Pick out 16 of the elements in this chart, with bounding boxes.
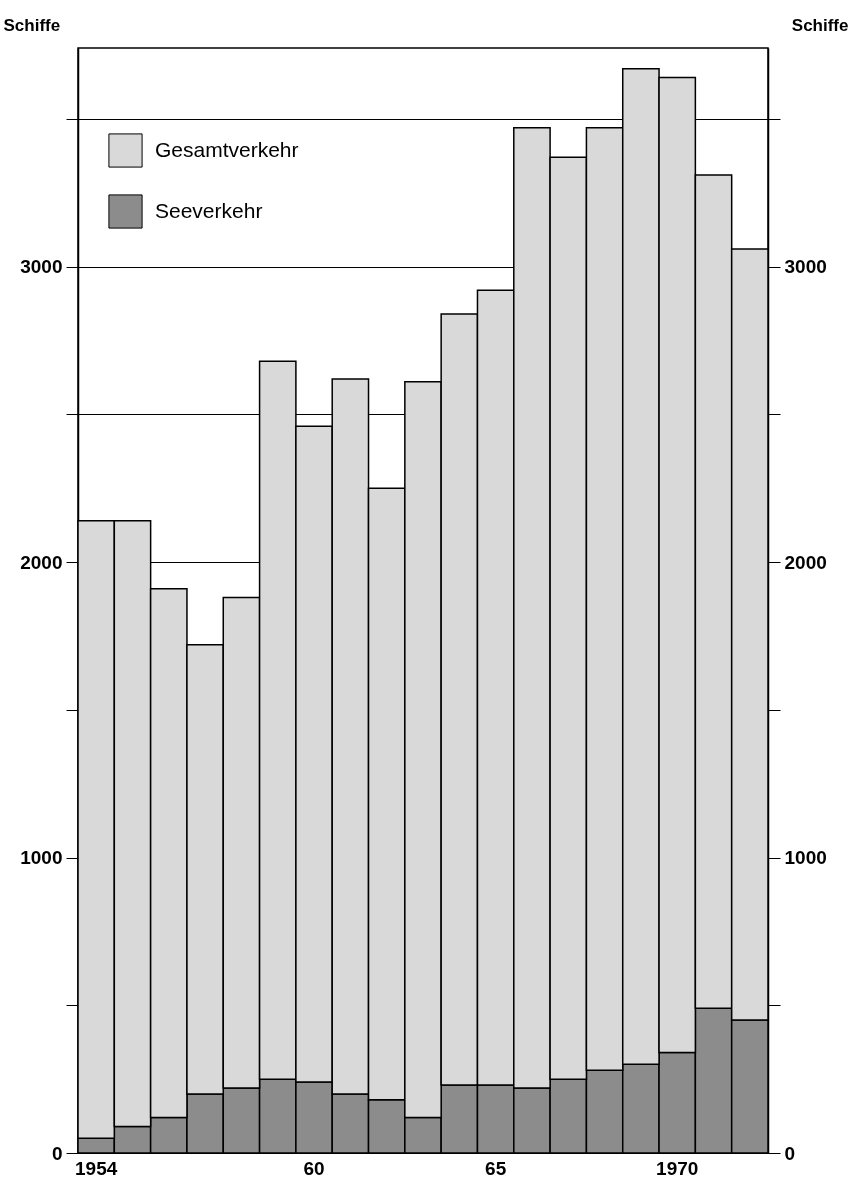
x-tick-label: 60 [303, 1157, 325, 1179]
y2-tick-label: 2000 [784, 551, 827, 573]
x-tick-label: 65 [485, 1157, 507, 1179]
y-tick-label: 2000 [20, 551, 63, 573]
y-tick-label: 1000 [20, 847, 63, 869]
y-tick-label: 0 [51, 1142, 63, 1164]
legend-label: Seeverkehr [155, 198, 263, 222]
y2-axis-title: Schiffe [791, 15, 849, 35]
y2-tick-label: 3000 [784, 256, 827, 278]
x-tick-label: 1954 [75, 1157, 118, 1179]
y2-tick-label: 0 [784, 1142, 796, 1164]
y2-tick-label: 1000 [784, 847, 827, 869]
y-tick-label: 3000 [20, 256, 63, 278]
legend-label: Gesamtverkehr [155, 137, 299, 161]
x-tick-label: 1970 [656, 1157, 699, 1179]
y-axis-title: Schiffe [3, 15, 61, 35]
